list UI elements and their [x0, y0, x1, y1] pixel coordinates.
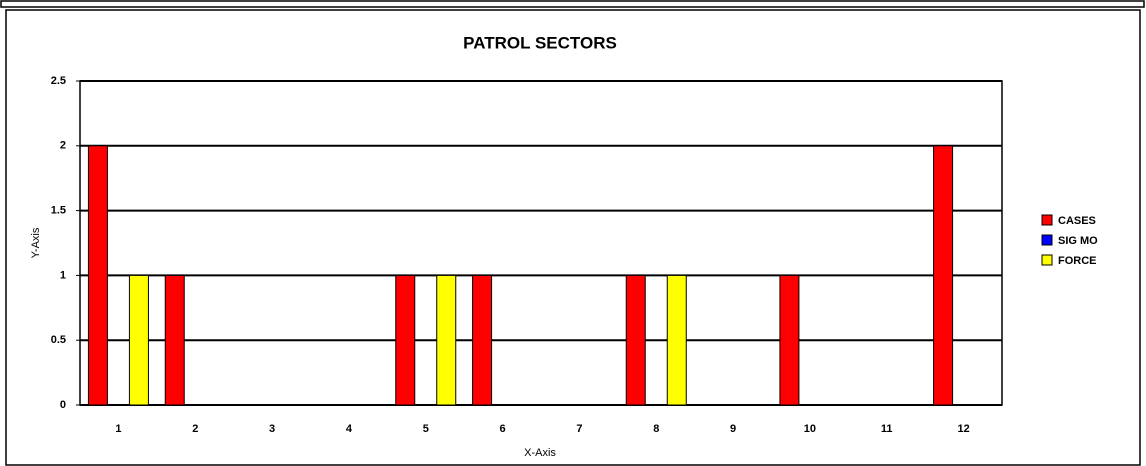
bar — [87, 145, 108, 406]
bar — [933, 145, 954, 406]
y-tick-label: 0.5 — [51, 334, 66, 346]
bar — [779, 274, 800, 406]
x-tick-label: 3 — [269, 423, 275, 435]
x-tick-label: 6 — [500, 423, 506, 435]
bar — [164, 274, 185, 406]
y-tick-label: 1.5 — [51, 205, 66, 217]
legend-swatch — [1041, 214, 1053, 226]
x-tick-label: 7 — [576, 423, 582, 435]
x-tick-label: 9 — [730, 423, 736, 435]
legend-label: SIG MO — [1058, 235, 1098, 247]
chart-title: PATROL SECTORS — [463, 33, 617, 52]
y-tick-label: 1 — [60, 269, 66, 281]
x-tick-label: 4 — [346, 423, 353, 435]
bar — [128, 274, 149, 406]
bar — [395, 274, 416, 406]
legend-swatch — [1041, 234, 1053, 246]
y-axis-label: Y-Axis — [30, 227, 42, 258]
x-tick-label: 11 — [881, 423, 893, 435]
bar — [436, 274, 457, 406]
x-tick-label: 2 — [192, 423, 198, 435]
x-axis-label: X-Axis — [524, 447, 556, 459]
legend-swatch — [1041, 254, 1053, 266]
legend-label: CASES — [1058, 215, 1096, 227]
x-tick-label: 10 — [804, 423, 816, 435]
y-tick-label: 2 — [60, 140, 66, 152]
x-tick-label: 8 — [653, 423, 659, 435]
x-tick-label: 1 — [115, 423, 121, 435]
bar — [625, 274, 646, 406]
bar — [472, 274, 493, 406]
bar — [666, 274, 687, 406]
legend-label: FORCE — [1058, 255, 1097, 267]
x-tick-label: 5 — [423, 423, 429, 435]
top-frame — [0, 0, 1145, 8]
plot-area — [79, 80, 1003, 406]
y-tick-label: 2.5 — [51, 75, 66, 87]
y-tick-label: 0 — [60, 399, 66, 411]
x-tick-label: 12 — [957, 423, 969, 435]
